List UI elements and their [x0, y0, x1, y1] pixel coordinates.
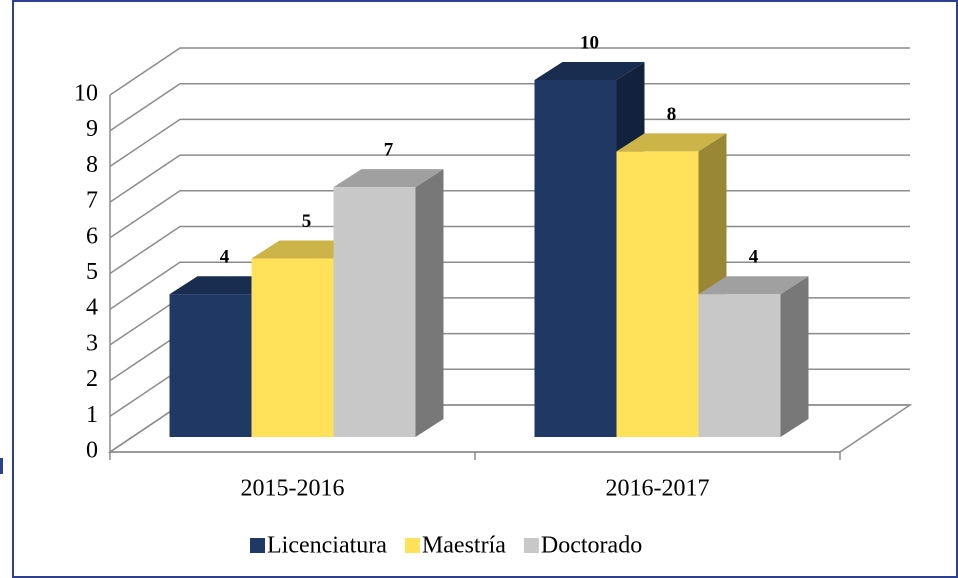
legend-label: Doctorado — [541, 533, 642, 559]
y-tick-label: 0 — [86, 438, 98, 464]
grid-line — [109, 82, 910, 132]
chart-frame — [12, 0, 958, 578]
bar-top — [333, 169, 444, 188]
data-label: 10 — [580, 32, 599, 53]
data-label: 8 — [667, 104, 677, 125]
y-tick-label: 4 — [86, 295, 98, 321]
legend-swatch — [404, 538, 420, 553]
bar — [616, 151, 699, 437]
y-tick-label: 6 — [86, 223, 98, 249]
y-tick-label: 9 — [86, 116, 98, 142]
y-tick-label: 5 — [86, 259, 98, 285]
bar — [251, 258, 334, 437]
grid-line — [109, 118, 910, 168]
legend-label: Maestría — [422, 533, 506, 559]
data-label: 4 — [749, 247, 759, 268]
bar — [333, 187, 416, 437]
grid-line — [109, 47, 910, 96]
x-tick-label: 2015-2016 — [241, 476, 345, 502]
x-tick-label: 2016-2017 — [606, 476, 710, 502]
data-label: 4 — [220, 247, 230, 268]
legend-swatch — [523, 538, 539, 553]
y-tick-label: 3 — [86, 330, 98, 356]
data-label: 7 — [384, 139, 394, 160]
data-label: 5 — [302, 211, 312, 232]
y-tick-label: 1 — [86, 402, 98, 428]
bar-top — [698, 276, 809, 295]
y-tick-label: 7 — [86, 188, 98, 214]
y-tick-label: 8 — [86, 152, 98, 178]
bar — [534, 80, 617, 437]
bar — [698, 294, 781, 437]
bar — [169, 294, 252, 437]
bar-top — [534, 62, 645, 80]
bar-side — [780, 276, 809, 437]
legend-label: Licenciatura — [267, 533, 387, 559]
side-marker — [0, 458, 3, 474]
bar-top — [616, 133, 727, 152]
y-tick-label: 2 — [86, 366, 98, 392]
legend-swatch — [250, 538, 265, 553]
y-tick-label: 10 — [74, 81, 98, 107]
bar-side — [415, 169, 444, 437]
